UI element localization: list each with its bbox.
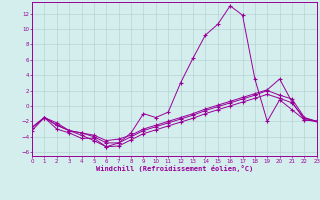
X-axis label: Windchill (Refroidissement éolien,°C): Windchill (Refroidissement éolien,°C) <box>96 165 253 172</box>
